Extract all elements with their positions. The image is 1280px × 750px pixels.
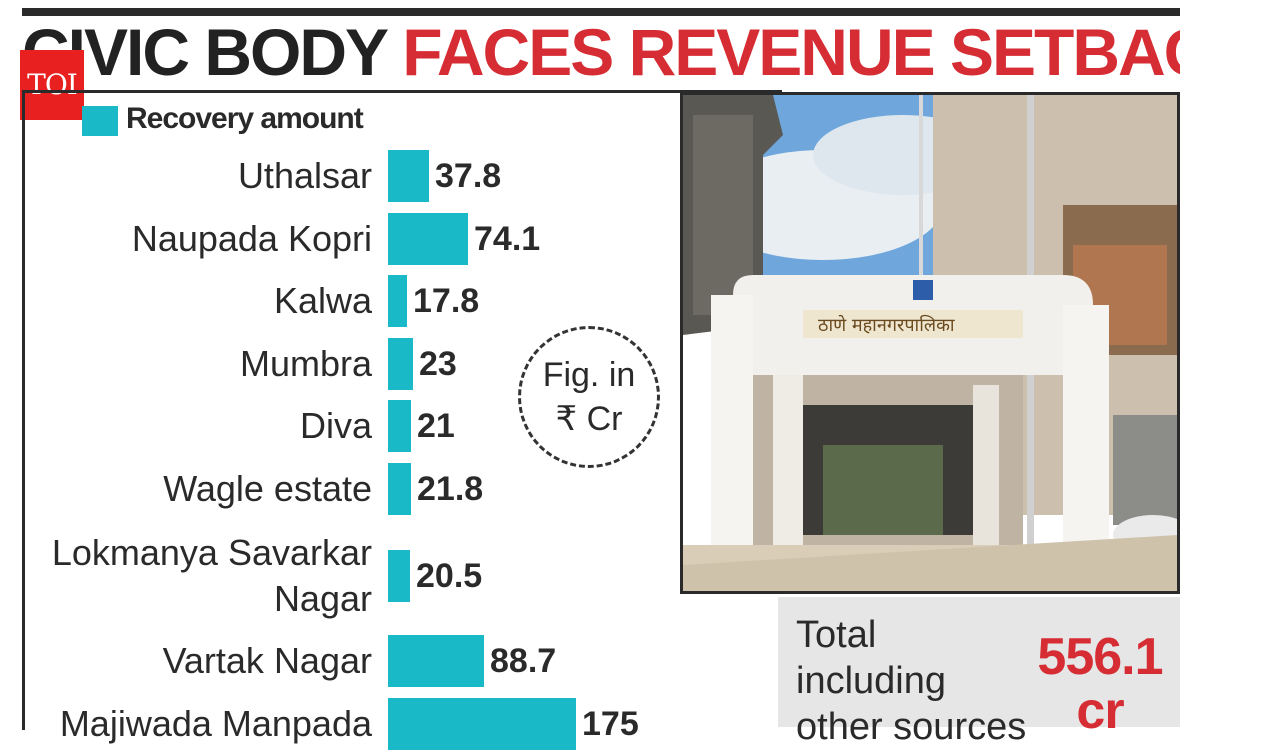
- legend-label: Recovery amount: [126, 102, 364, 135]
- value-label: 74.1: [474, 220, 541, 258]
- total-unit: cr: [1076, 682, 1124, 740]
- category-label: Lokmanya Savarkar Nagar: [51, 532, 372, 619]
- value-label: 37.8: [435, 157, 502, 195]
- total-label: Total including other sources: [796, 614, 1027, 748]
- value-label: 23: [419, 345, 457, 383]
- toi-logo: TOI: [20, 50, 84, 120]
- bar-0: [388, 150, 429, 202]
- svg-text:ठाणे महानगरपालिका: ठाणे महानगरपालिका: [818, 314, 955, 336]
- category-label: Kalwa: [273, 280, 372, 321]
- unit-note-circle: Fig. in ₹ Cr: [518, 326, 660, 468]
- category-label: Diva: [299, 405, 372, 446]
- category-label: Majiwada Manpada: [59, 703, 372, 744]
- headline-part-2: FACES REVENUE SETBACK: [402, 15, 1180, 89]
- unit-note-line-1: Fig. in: [542, 356, 636, 394]
- category-label: Naupada Kopri: [131, 218, 372, 259]
- headline: CIVIC BODY FACES REVENUE SETBACK: [22, 14, 1180, 90]
- chart-frame: [22, 90, 782, 730]
- bar-2: [388, 275, 407, 327]
- unit-note-line-2: ₹ Cr: [555, 400, 623, 438]
- bar-8: [388, 698, 576, 750]
- category-label: Mumbra: [239, 343, 372, 384]
- bar-7: [388, 635, 484, 687]
- bar-6: [388, 550, 410, 602]
- total-amount: 556.1: [1037, 628, 1163, 686]
- value-label: 20.5: [416, 557, 483, 595]
- bar-5: [388, 463, 411, 515]
- bar-1: [388, 213, 468, 265]
- value-label: 21: [417, 407, 455, 445]
- bar-4: [388, 400, 411, 452]
- total-box: [778, 597, 1180, 727]
- total-value: 556.1 cr: [1030, 630, 1170, 738]
- category-label: Wagle estate: [163, 468, 372, 509]
- building-photo-illustration: ठाणे महानगरपालिका: [683, 95, 1177, 591]
- value-label: 17.8: [413, 282, 480, 320]
- category-label: Vartak Nagar: [162, 640, 372, 681]
- bar-3: [388, 338, 413, 390]
- value-label: 88.7: [490, 642, 557, 680]
- legend-swatch: [82, 106, 118, 136]
- category-label: Uthalsar: [237, 155, 372, 196]
- building-photo: ठाणे महानगरपालिका: [680, 92, 1180, 594]
- value-label: 21.8: [417, 470, 484, 508]
- top-rule: [22, 8, 1180, 16]
- value-label: 175: [582, 705, 639, 743]
